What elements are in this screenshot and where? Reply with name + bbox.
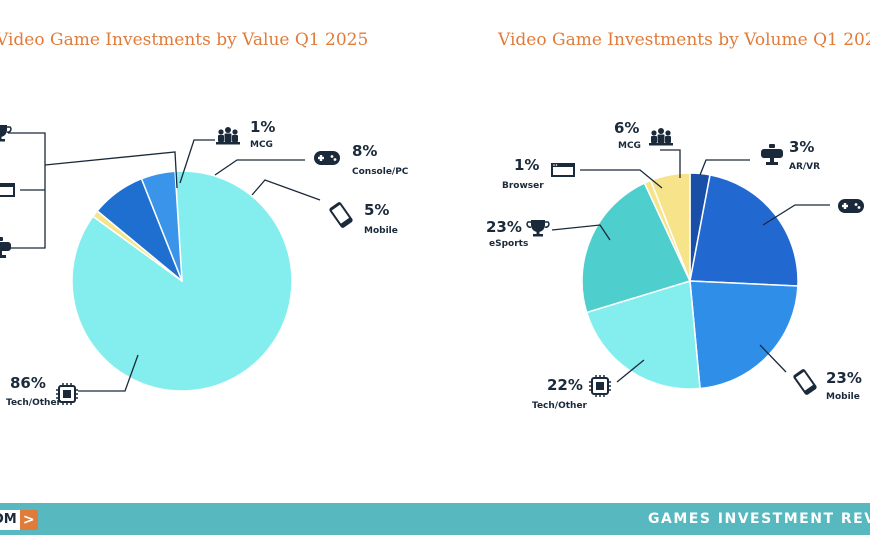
trophy-icon: [526, 219, 550, 238]
pie-value-chart: 1% MCG 8% Console/PC 5% Mobile 86% Tech/…: [0, 118, 409, 408]
label-mcg-pct: 1%: [250, 118, 275, 136]
pie-slice-mobile: [689, 280, 799, 390]
mobile-phone-icon: [792, 368, 818, 396]
footer-bar: DM > GAMES INVESTMENT REVIEW: [0, 503, 870, 535]
browser-icon: [551, 163, 575, 177]
mcg-icon: [216, 127, 240, 145]
label-tech: Tech/Other: [6, 398, 62, 408]
brand-logo[interactable]: DM >: [0, 510, 45, 530]
label-mcg-pct-vol: 6%: [614, 119, 639, 137]
vr-headset-icon: [761, 144, 783, 165]
label-mobile: Mobile: [364, 226, 398, 236]
label-tech-pct: 86%: [10, 374, 46, 392]
gamepad-icon: [838, 199, 864, 213]
pie-slice-mobile: [140, 170, 183, 282]
vr-headset-icon: [0, 237, 11, 258]
browser-icon: [0, 183, 15, 197]
label-esports: eSports: [489, 239, 528, 249]
chip-icon: [55, 382, 79, 406]
footer-title: GAMES INVESTMENT REVIEW: [648, 511, 870, 527]
pie-value-slices: [71, 170, 293, 392]
chart-title-volume: Video Game Investments by Volume Q1 2025: [498, 30, 870, 50]
label-mobile-vol: Mobile: [826, 392, 860, 402]
label-arvr-pct: 3%: [789, 138, 814, 156]
pie-slice-console-pc: [689, 173, 799, 287]
label-arvr: AR/VR: [789, 162, 820, 172]
label-console: Console/PC: [352, 167, 409, 177]
chart-title-value: Video Game Investments by Value Q1 2025: [0, 30, 369, 50]
label-console-pct: 8%: [352, 142, 377, 160]
pie-slice-mcg: [649, 172, 691, 282]
label-tech-vol: Tech/Other: [532, 401, 588, 411]
label-mcg-vol: MCG: [618, 141, 641, 151]
pie-slice-tech-other: [585, 280, 701, 390]
pie-volume-slices: [581, 172, 799, 390]
logo-arrow-icon: >: [19, 510, 38, 530]
mcg-icon: [649, 128, 673, 146]
mobile-phone-icon: [328, 201, 354, 229]
pie-volume-chart: 6% MCG 3% AR/VR 1% Browser 23% eSports 2…: [486, 119, 864, 411]
gamepad-icon: [314, 151, 340, 165]
logo-text: DM: [0, 510, 20, 530]
label-browser-pct: 1%: [514, 156, 539, 174]
label-mobile-pct: 5%: [364, 201, 389, 219]
pie-slice-esports: [581, 182, 692, 314]
leader-lines-left: [0, 132, 321, 392]
label-tech-pct-vol: 22%: [547, 376, 583, 394]
charts-canvas: 1% MCG 8% Console/PC 5% Mobile 86% Tech/…: [0, 118, 864, 411]
leader-lines-right: [551, 149, 830, 383]
label-browser: Browser: [502, 181, 544, 191]
label-mcg: MCG: [250, 140, 273, 150]
label-esports-pct: 23%: [486, 218, 522, 236]
label-mobile-pct-vol: 23%: [826, 369, 862, 387]
chip-icon: [588, 374, 612, 398]
